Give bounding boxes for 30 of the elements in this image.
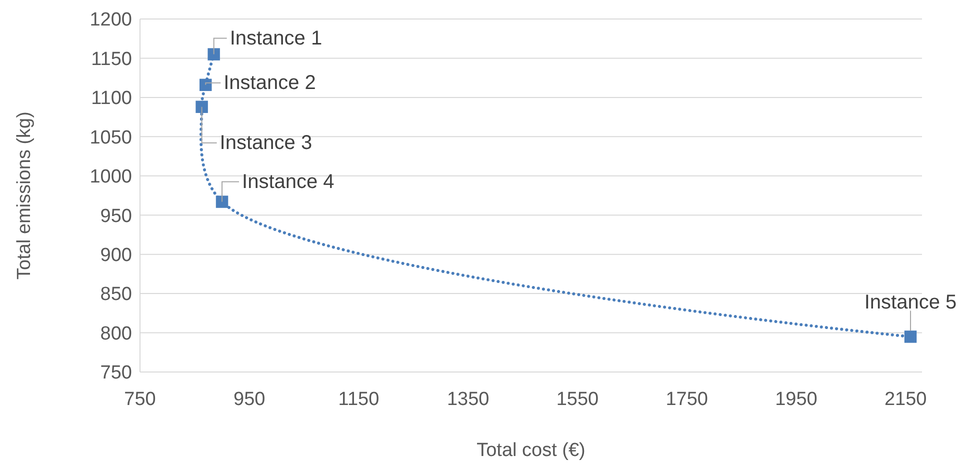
y-tick-label: 1100 [91, 88, 132, 110]
point [208, 48, 220, 60]
point [196, 100, 208, 113]
x-tick-label: 950 [234, 389, 266, 410]
y-axis-title: Total emissions (kg) [14, 112, 35, 280]
x-tick-label: 1150 [338, 389, 380, 410]
annotation: Instance 3 [220, 132, 312, 154]
x-tick-label: 1750 [666, 389, 708, 410]
y-tick-label: 800 [100, 323, 132, 344]
annotation: Instance 2 [224, 72, 316, 94]
point [200, 78, 212, 92]
y-tick-label: 1200 [90, 10, 132, 31]
y-tick-label: 850 [100, 284, 132, 306]
x-axis-title: Total cost (€) [476, 440, 586, 461]
point [216, 196, 228, 208]
x-tick-label: 1950 [775, 389, 818, 410]
x-tick-label: 1550 [556, 389, 599, 410]
y-tick-label: 950 [100, 206, 132, 227]
annotation: Instance 4 [242, 170, 334, 193]
y-tick-label: 1150 [91, 48, 132, 70]
y-tick-label: 1000 [90, 166, 132, 188]
x-tick-label: 750 [124, 389, 156, 410]
y-tick-label: 1050 [90, 127, 132, 148]
point [904, 330, 917, 343]
x-tick-label: 1350 [446, 389, 490, 410]
annotation: Instance 1 [230, 27, 322, 50]
x-tick-label: 2150 [884, 389, 927, 410]
y-tick-label: 900 [100, 244, 132, 266]
annotation: Instance 5 [864, 292, 957, 314]
y-tick-label: 750 [100, 362, 132, 384]
